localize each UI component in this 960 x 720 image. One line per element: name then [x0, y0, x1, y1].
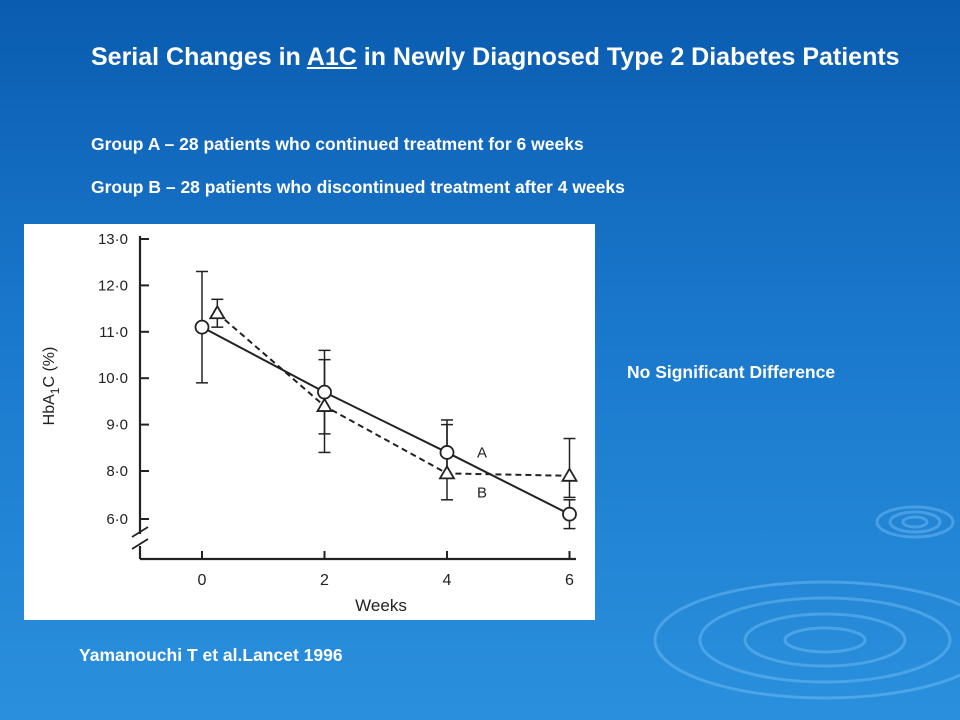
data-point-b: [560, 467, 579, 482]
data-point-b: [208, 304, 226, 320]
x-axis-label: Weeks: [355, 596, 407, 615]
x-tick-label: 4: [443, 572, 452, 589]
y-tick-label: 11·0: [99, 324, 128, 341]
y-tick-label: 8·0: [106, 463, 128, 480]
data-point-a: [194, 319, 210, 335]
series-label-a: A: [477, 444, 487, 461]
x-tick-label: 6: [565, 572, 574, 589]
axis-break-mark: [131, 526, 149, 538]
series-line-b: [216, 312, 570, 477]
slide-title: Serial Changes in A1C in Newly Diagnosed…: [91, 43, 900, 71]
data-point-a: [317, 384, 332, 400]
hba1c-chart: 6·0 8·0 9·0 10·0 11·0 12·0 13·0 0 2 4 6 A B HbA1C …: [41, 231, 579, 615]
citation: Yamanouchi T et al.Lancet 1996: [79, 645, 343, 665]
y-tick-label: 9·0: [106, 417, 128, 434]
error-bar-b: [441, 423, 453, 501]
data-point-b: [438, 464, 456, 480]
data-point-b: [315, 397, 334, 412]
series-label-b: B: [477, 484, 487, 501]
x-tick-label: 0: [198, 572, 207, 589]
y-tick-label: 12·0: [98, 277, 128, 294]
data-point-a: [439, 445, 455, 460]
y-tick-label: 6·0: [106, 511, 128, 528]
y-axis-label: HbA1C (%): [41, 347, 62, 426]
y-tick-label: 10·0: [98, 370, 128, 387]
data-point-a: [562, 506, 577, 522]
series-line-a: [201, 326, 570, 516]
axis-break-mark: [131, 538, 149, 550]
no-significant-difference-note: No Significant Difference: [627, 362, 836, 382]
group-a-description: Group A – 28 patients who continued trea…: [91, 134, 584, 154]
y-tick-label: 13·0: [98, 231, 128, 248]
x-tick-label: 2: [320, 572, 329, 589]
title-link-a1c[interactable]: A1C: [306, 43, 357, 71]
group-b-description: Group B – 28 patients who discontinued t…: [91, 177, 625, 197]
chart-panel: 6·0 8·0 9·0 10·0 11·0 12·0 13·0 0 2 4 6 A B HbA1C …: [24, 224, 595, 620]
